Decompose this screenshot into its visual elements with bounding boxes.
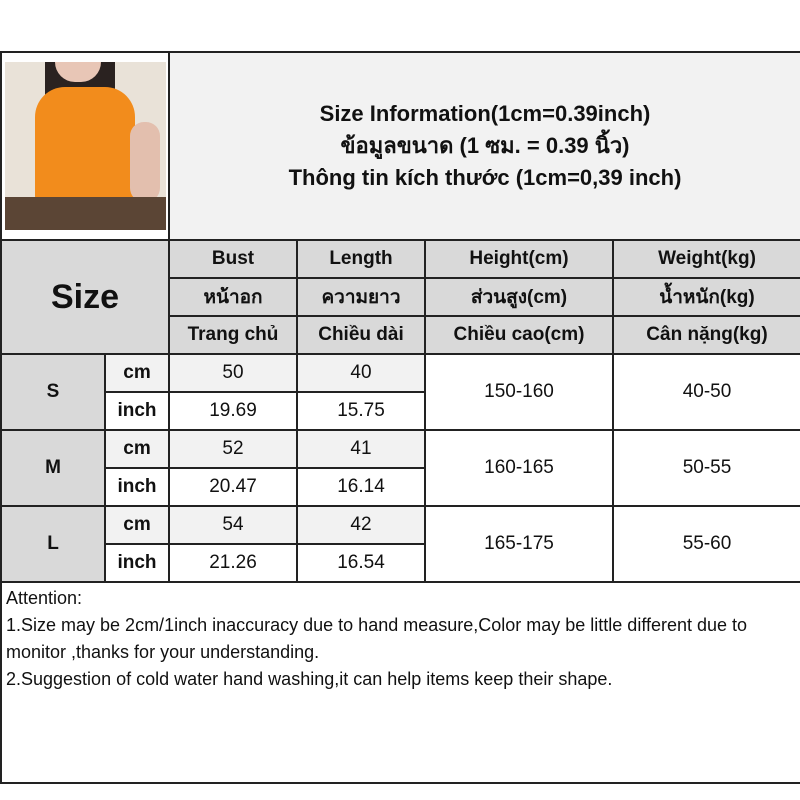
- header-bust: Bust: [168, 239, 298, 279]
- header-length: Length: [296, 239, 426, 279]
- length-inch: 15.75: [296, 391, 426, 431]
- length-cm: 41: [296, 429, 426, 469]
- product-photo-cell: [0, 51, 170, 241]
- length-cm: 42: [296, 505, 426, 545]
- title-en: Size Information(1cm=0.39inch): [319, 101, 651, 126]
- header-length-vi: Chiều dài: [296, 315, 426, 355]
- length-inch: 16.14: [296, 467, 426, 507]
- length-cm: 40: [296, 353, 426, 393]
- header-height: Height(cm): [424, 239, 614, 279]
- length-inch: 16.54: [296, 543, 426, 583]
- bust-cm: 54: [168, 505, 298, 545]
- unit-inch: inch: [104, 391, 170, 431]
- bust-cm: 50: [168, 353, 298, 393]
- bust-inch: 21.26: [168, 543, 298, 583]
- height-range: 160-165: [424, 429, 614, 507]
- unit-cm: cm: [104, 353, 170, 393]
- note-heading: Attention:: [6, 588, 83, 608]
- bust-cm: 52: [168, 429, 298, 469]
- bust-inch: 19.69: [168, 391, 298, 431]
- weight-range: 40-50: [612, 353, 800, 431]
- bust-inch: 20.47: [168, 467, 298, 507]
- header-bust-th: หน้าอก: [168, 277, 298, 317]
- unit-cm: cm: [104, 505, 170, 545]
- unit-inch: inch: [104, 467, 170, 507]
- size-s: S: [0, 353, 106, 431]
- weight-range: 50-55: [612, 429, 800, 507]
- header-length-th: ความยาว: [296, 277, 426, 317]
- height-range: 165-175: [424, 505, 614, 583]
- unit-inch: inch: [104, 543, 170, 583]
- title-vi: Thông tin kích thước (1cm=0,39 inch): [288, 165, 682, 190]
- size-header: Size: [0, 239, 170, 355]
- size-chart: Size Information(1cm=0.39inch) ข้อมูลขนา…: [0, 51, 800, 784]
- header-weight-th: น้ำหนัก(kg): [612, 277, 800, 317]
- product-photo: [4, 62, 166, 230]
- header-weight-vi: Cân nặng(kg): [612, 315, 800, 355]
- title-th: ข้อมูลขนาด (1 ซม. = 0.39 นิ้ว): [340, 133, 630, 158]
- note-1: 1.Size may be 2cm/1inch inaccuracy due t…: [6, 615, 748, 662]
- note-2: 2.Suggestion of cold water hand washing,…: [6, 669, 613, 689]
- header-weight: Weight(kg): [612, 239, 800, 279]
- height-range: 150-160: [424, 353, 614, 431]
- unit-cm: cm: [104, 429, 170, 469]
- size-m: M: [0, 429, 106, 507]
- size-l: L: [0, 505, 106, 583]
- header-bust-vi: Trang chủ: [168, 315, 298, 355]
- header-height-vi: Chiều cao(cm): [424, 315, 614, 355]
- size-info-title: Size Information(1cm=0.39inch) ข้อมูลขนา…: [168, 51, 800, 241]
- attention-notes: Attention: 1.Size may be 2cm/1inch inacc…: [0, 581, 800, 784]
- weight-range: 55-60: [612, 505, 800, 583]
- header-height-th: ส่วนสูง(cm): [424, 277, 614, 317]
